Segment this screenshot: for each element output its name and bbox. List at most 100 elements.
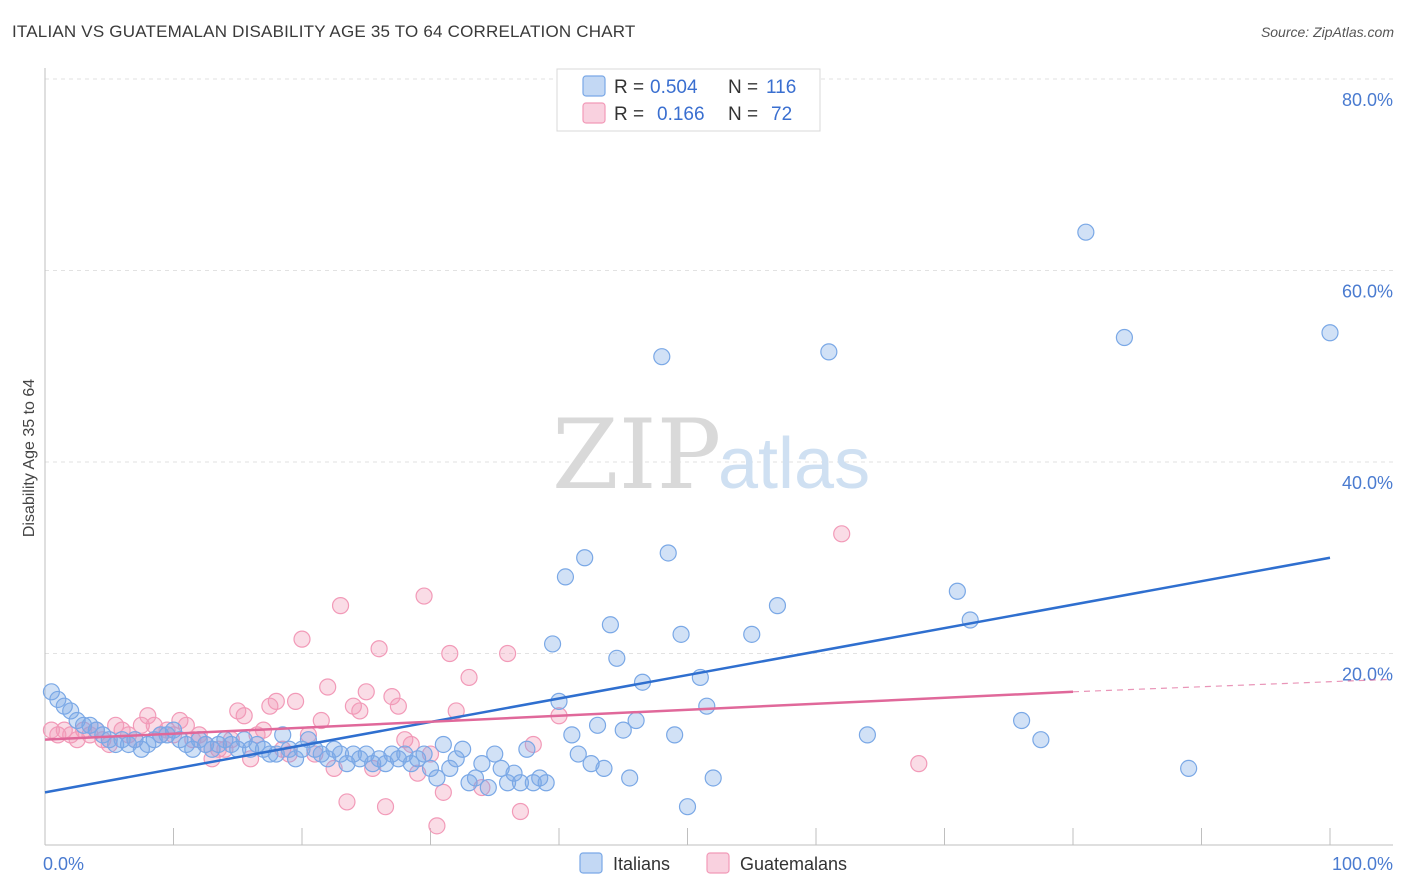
legend-n-label-italians: N = xyxy=(728,77,758,98)
italians-point xyxy=(473,755,491,773)
y-axis-label: Disability Age 35 to 64 xyxy=(21,379,38,537)
italians-point xyxy=(428,769,446,787)
guatemalans-point xyxy=(441,644,459,663)
italians-point xyxy=(1077,223,1095,241)
guatemalans-point xyxy=(434,783,452,801)
guatemalans-point xyxy=(145,716,163,734)
italians-point xyxy=(858,726,877,744)
italians-point xyxy=(569,745,587,763)
bottom-legend-swatch-italians xyxy=(579,852,603,874)
italians-point xyxy=(653,348,671,366)
legend: R = 0.504 N = 116 R = 0.166 N = 72 xyxy=(556,68,821,132)
italians-point xyxy=(704,769,722,787)
watermark-zip: ZIP xyxy=(552,399,721,511)
guatemalans-point xyxy=(351,702,369,720)
x-tick-labels: 0.0% 100.0% xyxy=(43,854,1393,874)
italians-point xyxy=(582,755,600,773)
guatemalans-point xyxy=(376,798,395,816)
legend-n-value-guatemalans: 72 xyxy=(771,104,792,125)
y-tick-label-0: 20.0% xyxy=(1342,665,1393,685)
italians-point xyxy=(1321,324,1339,342)
italians-point xyxy=(434,735,452,754)
y-tick-label-1: 40.0% xyxy=(1342,473,1393,493)
guatemalans-point xyxy=(190,726,208,744)
trend-lines xyxy=(44,556,1391,794)
legend-n-value-italians: 116 xyxy=(766,77,796,98)
italians-point xyxy=(743,625,761,643)
y-tick-label-2: 60.0% xyxy=(1342,282,1393,302)
guatemalans-point xyxy=(235,707,253,725)
legend-swatch-guatemalans xyxy=(582,102,606,124)
legend-box xyxy=(556,68,821,132)
italians-point xyxy=(1012,711,1031,730)
italians-point xyxy=(415,745,433,763)
bottom-legend-swatch-guatemalans xyxy=(706,852,730,874)
italians-point xyxy=(768,597,787,615)
legend-r-label-italians: R = xyxy=(614,77,644,98)
italians-point xyxy=(672,625,690,643)
guatemalans-point xyxy=(833,525,851,543)
italians-point xyxy=(492,759,510,778)
guatemalans-trend-extension xyxy=(1072,678,1391,693)
italians-point xyxy=(1032,731,1050,749)
bottom-legend: Italians Guatemalans xyxy=(579,852,847,874)
italians-point xyxy=(319,750,337,768)
italians-point xyxy=(666,726,684,744)
italians-point xyxy=(543,635,562,653)
italians-point xyxy=(627,711,645,730)
italians-point xyxy=(659,544,677,562)
italians-point xyxy=(466,769,485,787)
guatemalans-point xyxy=(325,759,343,778)
guatemalans-point xyxy=(132,716,150,734)
guatemalans-point xyxy=(306,745,324,763)
italians-point xyxy=(235,731,253,749)
italians-point xyxy=(62,702,80,720)
italians-point xyxy=(286,750,305,768)
guatemalans-point xyxy=(293,630,311,648)
watermark-atlas: atlas xyxy=(718,424,870,504)
source-label: Source: ZipAtlas.com xyxy=(1260,24,1394,40)
italians-trend-line xyxy=(44,556,1331,794)
x-tick-label-1: 100.0% xyxy=(1332,854,1393,874)
guatemalans-trend-line xyxy=(44,690,1074,741)
legend-r-value-italians: 0.504 xyxy=(650,77,698,98)
italians-point xyxy=(357,745,375,763)
bottom-legend-guatemalans: Guatemalans xyxy=(740,854,847,874)
italians-point xyxy=(556,568,575,586)
italians-point xyxy=(601,616,620,634)
guatemalans-point xyxy=(364,759,382,778)
guatemalans-point xyxy=(409,764,427,782)
italians-point xyxy=(274,726,292,744)
italians-point xyxy=(1180,759,1198,778)
legend-n-label-guatemalans: N = xyxy=(728,104,758,125)
italians-point xyxy=(678,798,697,816)
bottom-legend-italians: Italians xyxy=(613,854,670,874)
guatemalans-point xyxy=(415,587,433,605)
guatemalans-point xyxy=(357,683,375,701)
guatemalans-point xyxy=(428,817,446,835)
italians-point xyxy=(396,745,414,763)
chart-title: ITALIAN VS GUATEMALAN DISABILITY AGE 35 … xyxy=(12,22,636,41)
guatemalans-point xyxy=(389,697,407,715)
guatemalans-point xyxy=(267,692,285,710)
italians-point xyxy=(338,755,356,773)
guatemalans-point xyxy=(338,793,356,811)
legend-swatch-italians xyxy=(582,75,606,97)
italians-point xyxy=(74,716,93,734)
guatemalans-point xyxy=(460,668,478,687)
guatemalans-point xyxy=(139,707,157,725)
guatemalans-point xyxy=(331,597,350,615)
legend-r-label-guatemalans: R = xyxy=(614,104,644,125)
guatemalans-point xyxy=(286,692,305,710)
guatemalans-point xyxy=(421,745,440,763)
gridlines xyxy=(45,78,1393,654)
y-tick-label-3: 80.0% xyxy=(1342,90,1393,110)
axes xyxy=(44,68,1393,846)
italians-point xyxy=(948,582,966,600)
guatemalans-point xyxy=(447,702,465,720)
italians-point xyxy=(608,649,626,667)
legend-r-value-guatemalans: 0.166 xyxy=(657,104,705,125)
italians-point xyxy=(421,759,440,778)
italians-point xyxy=(376,755,395,773)
